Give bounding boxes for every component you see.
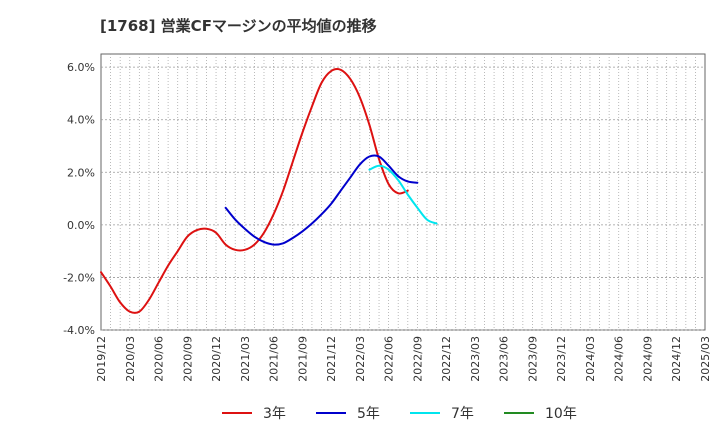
y-tick-label: 6.0% xyxy=(67,61,95,74)
x-tick-label: 2021/12 xyxy=(325,336,338,382)
x-tick-label: 2024/06 xyxy=(613,336,626,382)
series-line-7年 xyxy=(368,164,438,225)
y-axis: -4.0% -2.0% 0.0% 2.0% 4.0% 6.0% xyxy=(63,61,95,337)
x-tick-label: 2024/03 xyxy=(584,336,597,382)
x-tick-label: 2024/12 xyxy=(670,336,683,382)
x-tick-label: 2023/12 xyxy=(555,336,568,382)
legend: 3年 5年 7年 10年 xyxy=(222,406,577,422)
chart-title: [1768] 営業CFマージンの平均値の推移 xyxy=(100,17,377,35)
legend-label: 3年 xyxy=(263,406,286,422)
x-tick-label: 2022/12 xyxy=(440,336,453,382)
x-tick-label: 2022/03 xyxy=(354,336,367,382)
x-tick-label: 2020/12 xyxy=(210,336,223,382)
x-tick-label: 2022/06 xyxy=(383,336,396,382)
x-tick-label: 2023/09 xyxy=(526,336,539,382)
x-tick-label: 2023/06 xyxy=(498,336,511,382)
y-tick-label: 4.0% xyxy=(67,114,95,127)
x-tick-label: 2023/03 xyxy=(469,336,482,382)
x-tick-label: 2021/03 xyxy=(239,336,252,382)
y-tick-label: -2.0% xyxy=(63,271,95,284)
series-line-3年 xyxy=(100,68,409,314)
y-tick-label: 0.0% xyxy=(67,219,95,232)
x-tick-label: 2021/06 xyxy=(268,336,281,382)
series-lines xyxy=(100,68,438,314)
legend-label: 10年 xyxy=(545,406,577,422)
series-line-5年 xyxy=(224,154,419,246)
x-tick-label: 2019/12 xyxy=(95,336,108,382)
x-axis: 2019/12 2020/03 2020/06 2020/09 2020/12 2021/… xyxy=(95,336,712,382)
legend-label: 5年 xyxy=(357,406,380,422)
x-tick-label: 2022/09 xyxy=(411,336,424,382)
legend-label: 7年 xyxy=(451,406,474,422)
x-tick-label: 2020/03 xyxy=(124,336,137,382)
x-tick-label: 2020/09 xyxy=(181,336,194,382)
y-tick-label: -4.0% xyxy=(63,324,95,337)
grid-lines xyxy=(101,54,705,331)
x-tick-label: 2020/06 xyxy=(153,336,166,382)
x-tick-label: 2025/03 xyxy=(699,336,712,382)
x-tick-label: 2024/09 xyxy=(641,336,654,382)
x-tick-label: 2021/09 xyxy=(296,336,309,382)
y-tick-label: 2.0% xyxy=(67,166,95,179)
